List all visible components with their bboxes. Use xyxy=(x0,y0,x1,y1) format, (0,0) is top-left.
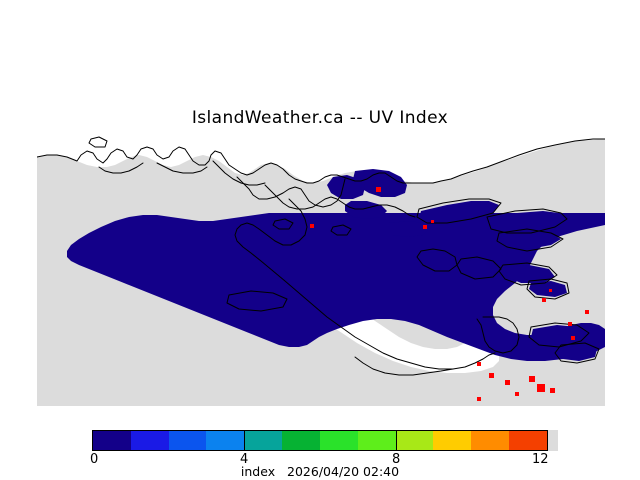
colorbar-label-0: 0 xyxy=(90,452,99,467)
coastline-southeast-island-1 xyxy=(528,322,590,348)
coastline-gulf-islands-3 xyxy=(498,262,558,286)
coastline-southeast-island-2 xyxy=(554,342,600,364)
colorbar-segment-7[interactable] xyxy=(357,431,396,450)
colorbar-segment-0[interactable] xyxy=(93,431,131,450)
map-canvas xyxy=(37,133,605,401)
coastline-small-islet-3 xyxy=(330,224,352,236)
coastline-small-islet-2 xyxy=(272,218,294,230)
colorbar-tick-8 xyxy=(396,430,397,451)
coastline-small-islet-1 xyxy=(88,136,108,148)
uv-data-patch-southeast-2 xyxy=(557,345,597,361)
station-marker[interactable] xyxy=(515,392,519,396)
station-marker[interactable] xyxy=(568,322,572,326)
colorbar-segment-2[interactable] xyxy=(168,431,207,450)
coastline-saanich-peninsula xyxy=(476,316,520,354)
station-marker[interactable] xyxy=(489,373,494,378)
station-marker[interactable] xyxy=(549,289,552,292)
coastline-inlet-detail-1 xyxy=(98,162,144,174)
mainland-land-area xyxy=(37,133,605,183)
colorbar-tick-4 xyxy=(244,430,245,451)
coastline-vancouver-island-north xyxy=(234,198,496,370)
station-marker[interactable] xyxy=(431,220,434,223)
coastline-island-south-tip xyxy=(354,356,454,376)
station-marker[interactable] xyxy=(585,310,589,314)
station-marker[interactable] xyxy=(505,380,510,385)
uv-data-patch-island-sliver-3 xyxy=(505,265,555,283)
coastline-strait-islands-3 xyxy=(496,228,564,252)
colorbar-label-8: 8 xyxy=(392,452,401,467)
colorbar-segment-8[interactable] xyxy=(395,431,434,450)
colorbar-segment-4[interactable] xyxy=(244,431,283,450)
coastline-gulf-islands-1 xyxy=(416,248,458,272)
map-panel[interactable] xyxy=(37,133,605,406)
uv-data-shading xyxy=(67,169,605,361)
colorbar-segment-3[interactable] xyxy=(206,431,245,450)
colorbar[interactable] xyxy=(92,430,558,451)
colorbar-segment-9[interactable] xyxy=(433,431,472,450)
uv-data-patch-island-sliver-1 xyxy=(419,251,457,269)
station-marker[interactable] xyxy=(477,397,481,401)
colorbar-segment-6[interactable] xyxy=(319,431,358,450)
station-marker[interactable] xyxy=(550,388,555,393)
page-title: IslandWeather.ca -- UV Index xyxy=(191,108,449,128)
colorbar-segment-1[interactable] xyxy=(130,431,169,450)
coastline-island-north xyxy=(264,184,416,218)
coastline-inlet-detail-2 xyxy=(156,162,208,174)
station-marker[interactable] xyxy=(423,225,427,229)
colorbar-overflow-swatch xyxy=(548,430,558,451)
station-marker[interactable] xyxy=(310,224,314,228)
colorbar-segment-11[interactable] xyxy=(509,431,547,450)
station-marker[interactable] xyxy=(529,376,535,382)
coastline-strait-islands-1 xyxy=(416,198,502,224)
uv-data-patch-island-sliver-4 xyxy=(529,281,567,297)
uv-data-patch-strait-1 xyxy=(419,201,499,223)
colorbar-segment-10[interactable] xyxy=(471,431,510,450)
station-marker[interactable] xyxy=(477,362,481,366)
coastline-inlet-detail-3 xyxy=(212,160,266,186)
uv-data-patch-strait-2 xyxy=(489,211,565,233)
uv-data-region-main xyxy=(67,213,605,361)
station-marker[interactable] xyxy=(571,336,575,340)
coastlines xyxy=(37,136,605,376)
coastline-mainland xyxy=(37,138,605,184)
station-marker[interactable] xyxy=(537,384,545,392)
coastline-strait-islands-2 xyxy=(486,208,568,234)
coastline-gulf-islands-4 xyxy=(526,278,570,300)
colorbar-segment-5[interactable] xyxy=(282,431,320,450)
uv-data-patch-inlet-1 xyxy=(385,221,429,237)
uv-data-patch-north-1 xyxy=(353,169,407,197)
station-marker[interactable] xyxy=(376,187,381,192)
uv-data-patch-strait-3 xyxy=(499,231,561,249)
colorbar-label-12: 12 xyxy=(532,452,549,467)
station-marker[interactable] xyxy=(542,298,546,302)
colorbar-label-4: 4 xyxy=(240,452,249,467)
colorbar-gradient[interactable] xyxy=(92,430,548,451)
uv-data-patch-island-sliver-2 xyxy=(461,259,501,277)
coastline-juan-de-fuca-island xyxy=(226,290,288,312)
coastline-gulf-islands-2 xyxy=(456,256,502,280)
station-markers[interactable] xyxy=(310,187,605,401)
colorbar-caption: index 2026/04/20 02:40 xyxy=(240,464,400,479)
coastline-strait-north xyxy=(236,176,346,208)
